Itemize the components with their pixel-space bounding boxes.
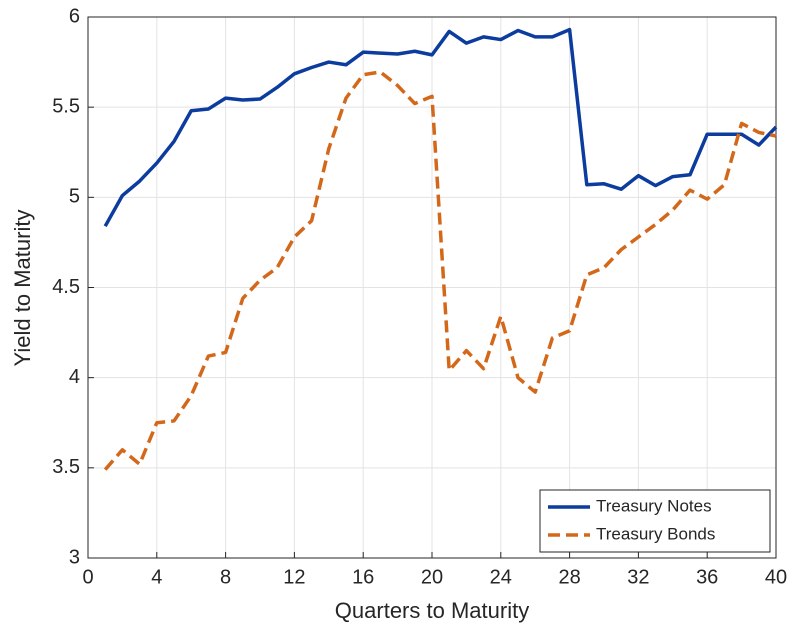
- x-tick-label: 12: [283, 566, 305, 588]
- plot-frame: [87, 16, 777, 559]
- x-tick-label: 0: [82, 566, 93, 588]
- x-tick-label: 24: [490, 566, 512, 588]
- legend-label: Treasury Bonds: [596, 524, 715, 543]
- y-tick-label: 4.5: [52, 276, 80, 298]
- series-line: [103, 27, 778, 228]
- y-tick-label: 5.5: [52, 95, 80, 117]
- x-tick-label: 20: [421, 566, 443, 588]
- x-axis-title: Quarters to Maturity: [335, 598, 529, 623]
- y-tick-label: 5: [69, 186, 80, 208]
- x-tick-label: 16: [352, 566, 374, 588]
- x-tick-label: 4: [151, 566, 162, 588]
- series-line: [103, 70, 777, 471]
- legend-label: Treasury Notes: [596, 496, 712, 515]
- legend-box: [539, 489, 771, 553]
- x-tick-label: 8: [220, 566, 231, 588]
- x-tick-label: 28: [558, 566, 580, 588]
- y-axis-title: Yield to Maturity: [10, 210, 35, 367]
- y-tick-label: 3.5: [52, 456, 80, 478]
- x-tick-label: 40: [765, 566, 787, 588]
- y-tick-label: 4: [69, 366, 80, 388]
- x-tick-label: 32: [627, 566, 649, 588]
- x-tick-label: 36: [696, 566, 718, 588]
- y-tick-label: 3: [69, 546, 80, 568]
- y-tick-label: 6: [69, 5, 80, 27]
